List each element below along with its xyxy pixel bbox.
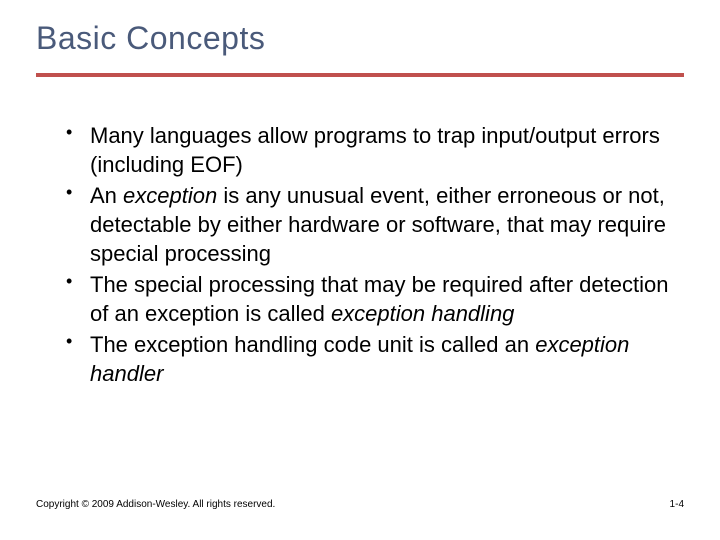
horizontal-rule — [36, 73, 684, 77]
bullet-list: Many languages allow programs to trap in… — [36, 121, 684, 388]
bullet-item: Many languages allow programs to trap in… — [66, 121, 684, 179]
bullet-segment: The exception handling code unit is call… — [90, 332, 535, 357]
bullet-segment: exception handling — [331, 301, 514, 326]
bullet-segment: Many languages allow programs to trap in… — [90, 123, 660, 177]
bullet-item: The special processing that may be requi… — [66, 270, 684, 328]
slide: Basic Concepts Many languages allow prog… — [0, 0, 720, 540]
slide-title: Basic Concepts — [36, 20, 684, 57]
page-number: 1-4 — [670, 499, 684, 510]
footer: Copyright © 2009 Addison-Wesley. All rig… — [36, 499, 684, 510]
bullet-item: The exception handling code unit is call… — [66, 330, 684, 388]
copyright-text: Copyright © 2009 Addison-Wesley. All rig… — [36, 499, 275, 510]
bullet-item: An exception is any unusual event, eithe… — [66, 181, 684, 268]
bullet-segment: exception — [123, 183, 217, 208]
bullet-segment: An — [90, 183, 123, 208]
